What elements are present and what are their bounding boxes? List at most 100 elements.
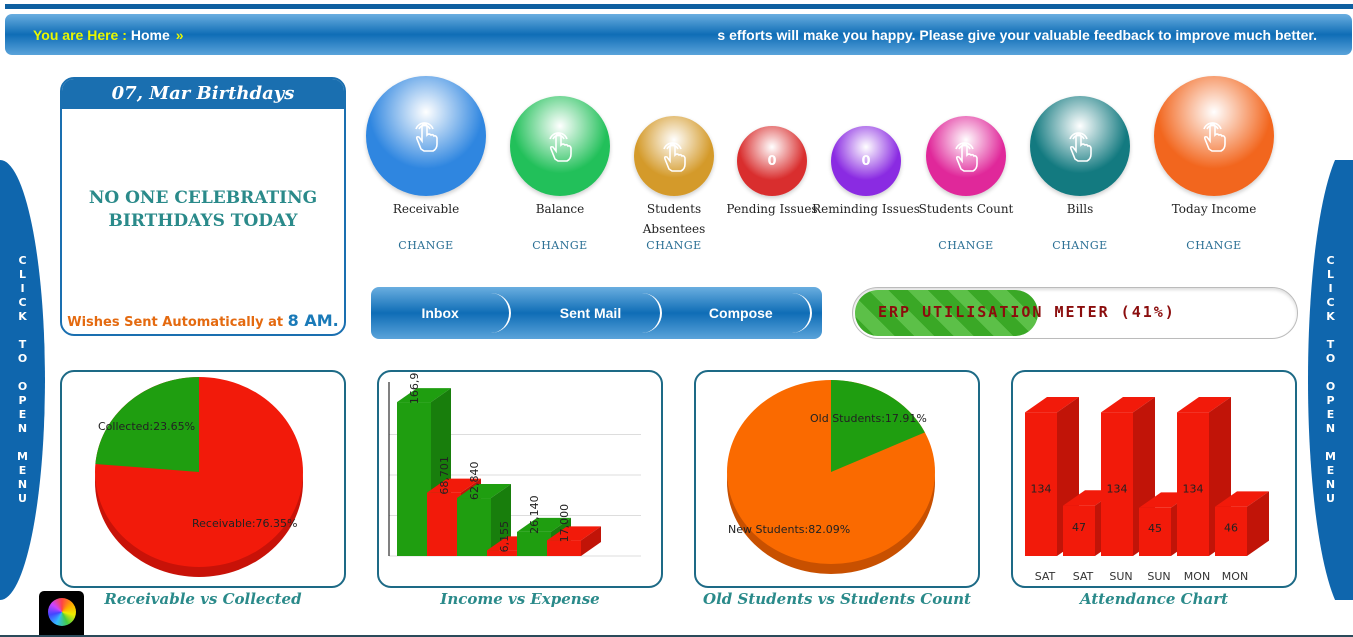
bar <box>1063 505 1095 556</box>
chart-title-income: Income vs Expense <box>440 590 600 608</box>
x-tick-label: MON <box>1222 570 1248 583</box>
tile-circle[interactable] <box>510 96 610 196</box>
tile-circle[interactable] <box>1030 96 1130 196</box>
bar-label: 45 <box>1148 522 1162 535</box>
footer-time: 8 AM. <box>287 311 339 330</box>
tile-circle[interactable] <box>1154 76 1274 196</box>
footer-text: Wishes Sent Automatically at <box>67 315 284 330</box>
bar-label: 134 <box>1107 482 1128 495</box>
birthdays-panel: 07, Mar Birthdays NO ONE CELEBRATING BIR… <box>60 77 346 336</box>
bar-label: 26,140 <box>528 495 541 534</box>
inbox-button[interactable]: Inbox <box>371 293 512 333</box>
breadcrumb: You are Here : Home » s efforts will mak… <box>5 14 1352 55</box>
bar-label: 62,840 <box>468 462 481 501</box>
bar <box>1101 412 1133 556</box>
open-menu-left-tab[interactable]: CLICK TO OPEN MENU <box>0 160 45 600</box>
chevron-double-right-icon: » <box>175 26 184 43</box>
bar-label: 134 <box>1031 482 1052 495</box>
meter-label: ERP UTILISATION METER (41%) <box>878 303 1176 321</box>
bar-top <box>1025 397 1079 413</box>
bar <box>397 402 431 556</box>
sent-mail-button[interactable]: Sent Mail <box>521 293 662 333</box>
meter-fill <box>855 290 1038 336</box>
tile-circle[interactable] <box>366 76 486 196</box>
breadcrumb-home[interactable]: Home <box>130 26 170 43</box>
change-link[interactable]: CHANGE <box>398 239 454 252</box>
tile-students-absentees[interactable]: Students Absentees CHANGE <box>614 116 734 252</box>
pie-slice <box>831 380 925 472</box>
tile-label: Receivable <box>392 202 460 216</box>
x-tick-label: SUN <box>1147 570 1170 583</box>
hand-pointer-icon <box>1069 132 1092 162</box>
top-line <box>5 4 1353 9</box>
breadcrumb-prefix: You are Here : <box>33 26 127 43</box>
tile-circle[interactable]: 0 <box>831 126 901 196</box>
students-chart-box: Old Students:17.91% New Students:82.09% <box>694 370 980 588</box>
bar-label: 47 <box>1072 521 1086 534</box>
pie-slice <box>95 377 199 472</box>
birthdays-title: 07, Mar Birthdays <box>62 79 344 109</box>
compose-button[interactable]: Compose <box>672 293 812 333</box>
tile-label: Balance <box>535 202 585 216</box>
change-link[interactable]: CHANGE <box>1052 239 1108 252</box>
receivable-chart-box: Collected:23.65% Receivable:76.35% <box>60 370 346 588</box>
bar-label: 68,701 <box>438 456 451 495</box>
mail-bar: Inbox Sent Mail Compose <box>371 287 822 339</box>
tile-receivable[interactable]: Receivable CHANGE <box>366 76 486 252</box>
pie-label: Collected:23.65% <box>98 420 195 433</box>
erp-utilisation-meter: ERP UTILISATION METER (41%) <box>852 287 1298 339</box>
tile-value: 0 <box>861 153 871 169</box>
bar <box>1025 412 1057 556</box>
bar-label: 46 <box>1224 521 1238 534</box>
tile-reminding-issues[interactable]: 0 Reminding Issues <box>806 126 926 239</box>
x-tick-label: SAT <box>1073 570 1094 583</box>
bar-side <box>1247 491 1269 556</box>
hand-pointer-icon <box>1203 122 1226 152</box>
marquee-text: s efforts will make you happy. Please gi… <box>717 26 1317 43</box>
bar-side <box>581 526 601 556</box>
bar-label: 17,000 <box>558 504 571 543</box>
bar <box>457 498 491 556</box>
bar <box>517 531 551 556</box>
tile-today-income[interactable]: Today Income CHANGE <box>1154 76 1274 252</box>
bar-top <box>1177 397 1231 413</box>
x-tick-label: MON <box>1184 570 1210 583</box>
app-logo[interactable] <box>39 591 84 637</box>
bar-top <box>397 388 451 403</box>
tile-label: Students Count <box>918 202 1014 216</box>
tile-value: 0 <box>767 153 777 169</box>
birthdays-message: NO ONE CELEBRATING BIRTHDAYS TODAY <box>88 188 318 231</box>
bar <box>547 540 581 556</box>
chart-title-students: Old Students vs Students Count <box>703 590 971 608</box>
tile-pending-issues[interactable]: 0 Pending Issues <box>712 126 832 239</box>
tile-label: Reminding Issues <box>812 202 920 216</box>
tile-students-count[interactable]: Students Count CHANGE <box>906 116 1026 252</box>
tile-bills[interactable]: Bills CHANGE <box>1020 96 1140 252</box>
x-tick-label: SAT <box>1035 570 1056 583</box>
change-link[interactable]: CHANGE <box>1186 239 1242 252</box>
tile-balance[interactable]: Balance CHANGE <box>500 96 620 252</box>
bar <box>427 492 461 556</box>
hand-pointer-icon <box>663 142 686 172</box>
change-link[interactable]: CHANGE <box>532 239 588 252</box>
tile-circle[interactable] <box>926 116 1006 196</box>
hand-pointer-icon <box>415 122 438 152</box>
income-chart-box: 166,900 68,701 62,840 6,155 26,140 17,000 <box>377 370 663 588</box>
change-link[interactable]: CHANGE <box>646 239 702 252</box>
bottom-line <box>0 635 1353 637</box>
tile-label: Pending Issues <box>726 202 818 216</box>
bar <box>1139 507 1171 556</box>
tile-circle[interactable]: 0 <box>737 126 807 196</box>
x-tick-label: SUN <box>1109 570 1132 583</box>
hand-pointer-icon <box>549 132 572 162</box>
color-wheel-icon <box>48 598 76 626</box>
tile-label: Today Income <box>1171 202 1257 216</box>
bar <box>1177 412 1209 556</box>
change-link[interactable]: CHANGE <box>938 239 994 252</box>
open-menu-right-tab[interactable]: CLICK TO OPEN MENU <box>1308 160 1353 600</box>
chart-title-receivable: Receivable vs Collected <box>104 590 302 608</box>
tile-circle[interactable] <box>634 116 714 196</box>
bar-top <box>517 517 571 532</box>
bar-top <box>427 478 481 493</box>
pie-label: New Students:82.09% <box>728 523 850 536</box>
